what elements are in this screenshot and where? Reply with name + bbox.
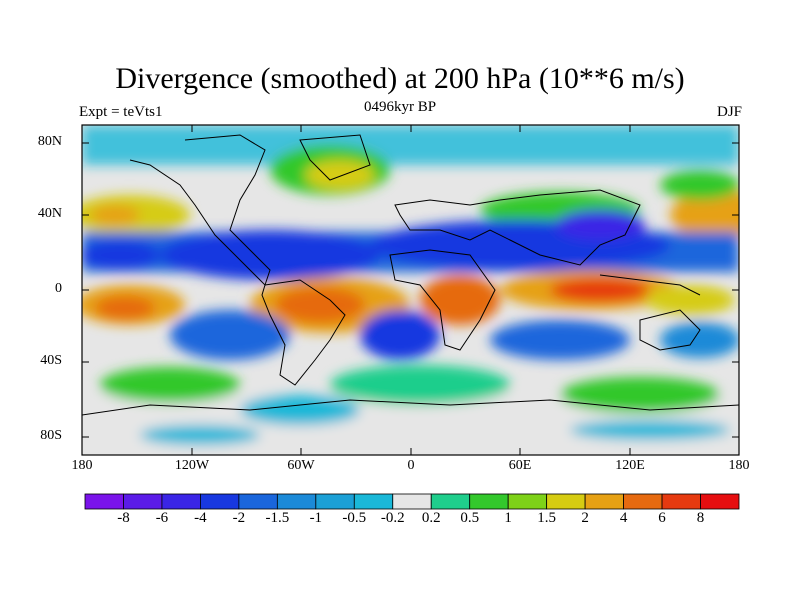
colorbar-box	[430, 493, 471, 510]
lat-tick-label: 40S	[40, 353, 62, 368]
experiment-label: Expt = teVts1	[79, 104, 163, 120]
colorbar-box	[353, 493, 394, 510]
colorbar-box	[546, 493, 586, 510]
colorbar-tick-label: -6	[155, 510, 169, 526]
chart-title: Divergence (smoothed) at 200 hPa (10**6 …	[115, 62, 685, 95]
lat-tick-label: 40N	[37, 206, 62, 221]
colorbar-tick-label: 6	[658, 510, 666, 526]
colorbar-tick-label: -0.2	[380, 510, 405, 526]
colorbar-box	[392, 493, 432, 510]
colorbar-box	[623, 493, 663, 510]
lon-tick-label: 120E	[615, 458, 645, 473]
colorbar-box	[584, 493, 624, 510]
lat-tick-label: 80S	[40, 428, 62, 443]
lon-tick-label: 180	[728, 458, 750, 473]
lat-tick-label: 0	[55, 281, 62, 296]
lon-tick-label: 60E	[508, 458, 532, 473]
colorbar-box	[315, 493, 355, 510]
colorbar-tick-label: -1.5	[265, 510, 290, 526]
colorbar-box	[469, 493, 509, 510]
colorbar-box	[507, 493, 548, 510]
colorbar-tick-label: 4	[619, 510, 628, 526]
colorbar-tick-label: -4	[194, 510, 207, 526]
colorbar-tick-label: -8	[117, 510, 130, 526]
axis-ticks	[82, 125, 739, 455]
lon-tick-label: 120W	[174, 458, 210, 473]
colorbar-box	[661, 493, 701, 510]
colorbar	[84, 493, 740, 510]
colorbar-box	[276, 493, 317, 510]
colorbar-tick-label: -1	[309, 510, 323, 526]
colorbar-box	[200, 493, 240, 510]
colorbar-tick-label: 1	[504, 510, 512, 526]
divergence-field	[82, 125, 739, 455]
colorbar-tick-label: -2	[232, 510, 246, 526]
lon-tick-label: 180	[71, 458, 93, 473]
colorbar-tick-label: 8	[696, 510, 705, 526]
season-label: DJF	[716, 104, 742, 120]
lon-tick-label: 60W	[287, 458, 315, 473]
lon-tick-label: 0	[407, 458, 415, 473]
colorbar-tick-label: 0.5	[460, 510, 480, 526]
colorbar-tick-label: -0.5	[342, 510, 367, 526]
colorbar-tick-label: 2	[581, 510, 589, 526]
colorbar-box	[700, 493, 740, 510]
colorbar-box	[161, 493, 201, 510]
lat-tick-label: 80N	[37, 134, 62, 149]
epoch-label: 0496kyr BP	[363, 99, 437, 115]
colorbar-tick-label: 1.5	[537, 510, 557, 526]
colorbar-box	[84, 493, 124, 510]
colorbar-box	[123, 493, 163, 510]
colorbar-tick-label: 0.2	[421, 510, 441, 526]
colorbar-box	[238, 493, 278, 510]
